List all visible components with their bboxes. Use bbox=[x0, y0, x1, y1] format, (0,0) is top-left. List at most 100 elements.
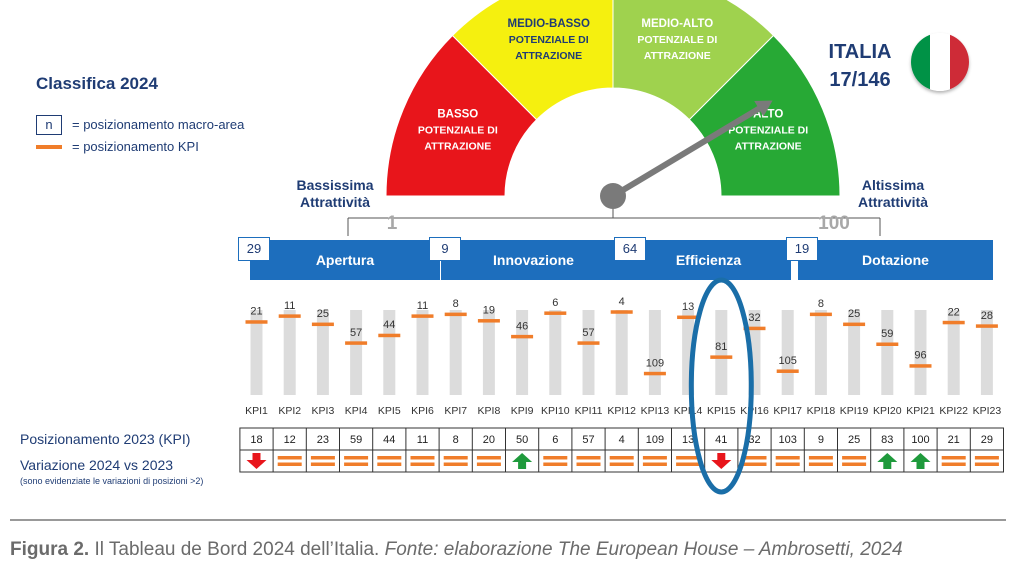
gauge-segment-2-label-3: ATTRAZIONE bbox=[515, 50, 582, 62]
kpi-category-label: KPI2 bbox=[278, 405, 301, 417]
position-2023-cell: 44 bbox=[383, 434, 395, 446]
gauge-right-label-line1: Altissima bbox=[861, 177, 925, 193]
position-2023-cell: 23 bbox=[317, 434, 329, 446]
gauge-segment-2-label-2: POTENZIALE DI bbox=[509, 34, 589, 46]
kpi-category-label: KPI21 bbox=[906, 405, 935, 417]
kpi-value-label: 57 bbox=[582, 327, 594, 339]
gauge-left-label-line2: Attrattività bbox=[299, 194, 370, 210]
position-2023-cell: 13 bbox=[682, 434, 694, 446]
variation-down-arrow-icon bbox=[246, 453, 267, 469]
kpi-bar bbox=[283, 310, 296, 395]
kpi-value-label: 25 bbox=[317, 308, 329, 320]
kpi-marker bbox=[278, 314, 301, 318]
page-title: Classifica 2024 bbox=[36, 74, 158, 93]
kpi-value-label: 28 bbox=[981, 310, 993, 322]
kpi-bar bbox=[980, 310, 993, 395]
country-rank: 17/146 bbox=[829, 69, 891, 91]
position-2023-cell: 4 bbox=[619, 434, 625, 446]
italy-flag-icon bbox=[911, 33, 969, 91]
kpi-marker bbox=[909, 364, 932, 368]
variation-equal-icon bbox=[941, 462, 966, 466]
variation-equal-icon bbox=[775, 462, 800, 466]
variation-equal-icon bbox=[609, 462, 634, 466]
position-2023-cell: 21 bbox=[948, 434, 960, 446]
flag-green-stripe bbox=[911, 33, 931, 91]
macro-area-1: Apertura bbox=[250, 240, 440, 280]
kpi-bar bbox=[814, 310, 827, 395]
variation-equal-icon bbox=[576, 456, 601, 460]
variation-equal-icon bbox=[476, 462, 501, 466]
variation-equal-icon bbox=[842, 462, 867, 466]
kpi-category-label: KPI16 bbox=[740, 405, 769, 417]
kpi-marker bbox=[378, 333, 401, 338]
variation-equal-icon bbox=[377, 456, 402, 460]
caption-bold: Figura 2. bbox=[10, 539, 90, 560]
position-2023-cell: 41 bbox=[715, 434, 727, 446]
kpi-marker bbox=[975, 324, 998, 328]
gauge-needle bbox=[610, 105, 762, 199]
position-2023-cell: 6 bbox=[552, 434, 558, 446]
macro-area-2: Innovazione bbox=[441, 240, 626, 280]
kpi-value-label: 21 bbox=[250, 306, 262, 318]
gauge-segment-1-label-3: ATTRAZIONE bbox=[424, 141, 491, 153]
variation-equal-icon bbox=[974, 456, 999, 460]
gauge-segment-3-label-1: MEDIO-ALTO bbox=[641, 18, 713, 30]
row-label-2023: Posizionamento 2023 (KPI) bbox=[20, 431, 191, 447]
kpi-bar bbox=[250, 310, 263, 395]
gauge-segment-3 bbox=[612, 0, 775, 121]
kpi-value-label: 8 bbox=[818, 298, 824, 310]
variation-equal-icon bbox=[642, 462, 667, 466]
kpi-category-label: KPI9 bbox=[511, 405, 534, 417]
kpi-bar bbox=[582, 310, 595, 395]
kpi-marker bbox=[677, 315, 700, 320]
gauge-chart: BASSO POTENZIALE DI ATTRAZIONE MEDIO-BASSO P… bbox=[347, 0, 881, 236]
caption-normal: Il Tableau de Bord 2024 dell’Italia. bbox=[89, 539, 385, 560]
variation-equal-icon bbox=[543, 462, 568, 466]
kpi-category-label: KPI11 bbox=[575, 405, 603, 417]
kpi-category-label: KPI5 bbox=[378, 405, 401, 417]
variation-equal-icon bbox=[344, 456, 369, 460]
variation-equal-icon bbox=[277, 462, 302, 466]
gauge-needle-head bbox=[754, 100, 773, 117]
country-block: ITALIA 17/146 bbox=[820, 38, 900, 94]
kpi-category-label: KPI13 bbox=[641, 405, 670, 417]
kpi-bar bbox=[549, 310, 562, 395]
variation-equal-icon bbox=[842, 456, 867, 460]
variation-equal-icon bbox=[576, 462, 601, 466]
kpi-value-label: 22 bbox=[948, 306, 960, 318]
row-label-variation: Variazione 2024 vs 2023 bbox=[20, 457, 174, 473]
kpi-value-label: 11 bbox=[417, 300, 428, 312]
variation-up-arrow-icon bbox=[512, 453, 533, 469]
kpi-marker bbox=[345, 341, 368, 345]
kpi-value-label: 32 bbox=[748, 312, 760, 324]
gauge-left-label: Bassissima Attrattività bbox=[290, 177, 380, 211]
variation-equal-icon bbox=[410, 462, 435, 466]
gauge-segment-4-label-3: ATTRAZIONE bbox=[735, 141, 802, 153]
macro-area-3: Efficienza bbox=[626, 240, 791, 280]
position-2023-cell: 25 bbox=[848, 434, 860, 446]
kpi-marker bbox=[809, 312, 832, 317]
kpi-value-label: 8 bbox=[453, 298, 459, 310]
position-2023-cell: 109 bbox=[646, 434, 664, 446]
kpi-bar bbox=[316, 310, 329, 395]
legend-kpi-line bbox=[36, 145, 62, 149]
position-2023-cell: 29 bbox=[981, 434, 993, 446]
variation-equal-icon bbox=[974, 462, 999, 466]
kpi-category-label: KPI20 bbox=[873, 405, 902, 417]
kpi-value-label: 6 bbox=[552, 297, 558, 309]
gauge-left-label-line1: Bassissima bbox=[296, 177, 374, 193]
position-2023-cell: 20 bbox=[483, 434, 495, 446]
variation-equal-icon bbox=[941, 456, 966, 460]
kpi-bar bbox=[449, 310, 462, 395]
position-2023-cell: 50 bbox=[516, 434, 528, 446]
kpi-bar bbox=[615, 310, 628, 395]
variation-equal-icon bbox=[443, 462, 468, 466]
kpi-category-label: KPI14 bbox=[674, 405, 703, 417]
variation-equal-icon bbox=[310, 456, 335, 460]
kpi-value-label: 19 bbox=[483, 305, 495, 317]
kpi-bar bbox=[648, 310, 661, 395]
macro-area-rank-2: 9 bbox=[429, 237, 461, 261]
kpi-marker bbox=[444, 312, 467, 317]
position-2023-cell: 103 bbox=[779, 434, 797, 446]
kpi-marker bbox=[311, 322, 334, 327]
